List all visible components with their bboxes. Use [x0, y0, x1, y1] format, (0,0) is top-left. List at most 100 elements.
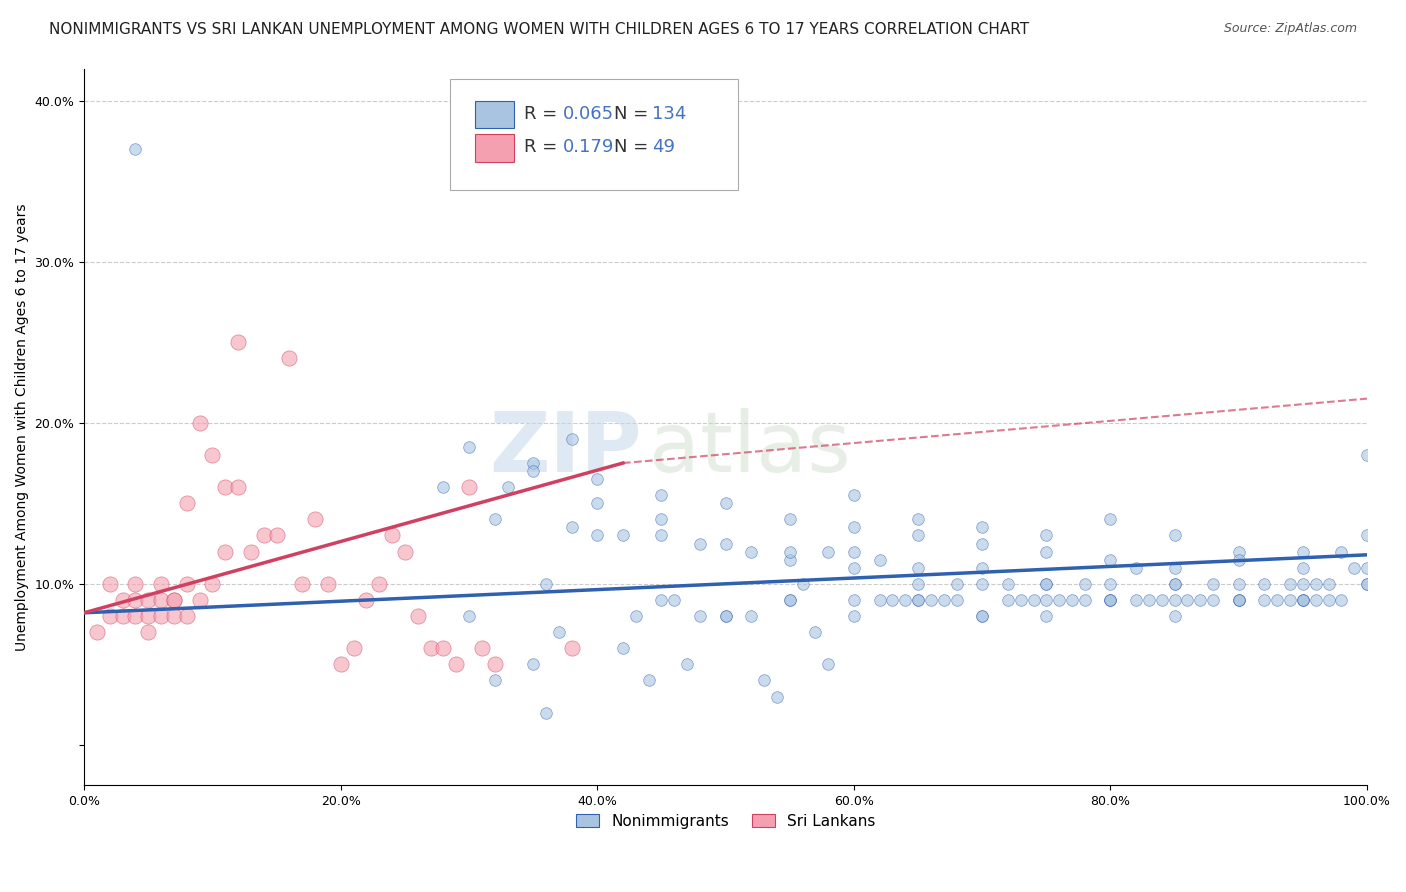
Point: [612, 641, 634, 656]
FancyBboxPatch shape: [450, 79, 738, 190]
Point: [1330, 544, 1353, 558]
Point: [1227, 593, 1250, 607]
Point: [650, 488, 672, 502]
Point: [136, 625, 159, 640]
Text: N =: N =: [614, 138, 648, 156]
Point: [226, 480, 249, 494]
Point: [1035, 593, 1057, 607]
Point: [907, 593, 929, 607]
Point: [534, 576, 557, 591]
Text: R =: R =: [524, 138, 557, 156]
Point: [637, 673, 659, 688]
Point: [188, 593, 211, 607]
Point: [432, 641, 454, 656]
Point: [547, 625, 569, 640]
Point: [86, 625, 108, 640]
Point: [150, 576, 173, 591]
Point: [176, 576, 198, 591]
Point: [792, 576, 814, 591]
Point: [98, 609, 121, 624]
Point: [124, 593, 146, 607]
Point: [329, 657, 352, 672]
Point: [779, 552, 801, 566]
Point: [342, 641, 364, 656]
Point: [1137, 593, 1160, 607]
Point: [1227, 552, 1250, 566]
Point: [1355, 448, 1378, 462]
Point: [484, 673, 506, 688]
Point: [522, 657, 544, 672]
Point: [586, 528, 609, 542]
Point: [561, 520, 583, 534]
Point: [1163, 560, 1185, 574]
Point: [1010, 593, 1032, 607]
Point: [1150, 593, 1173, 607]
Point: [907, 512, 929, 526]
Point: [1330, 593, 1353, 607]
Point: [163, 609, 186, 624]
Point: [676, 657, 699, 672]
Text: 134: 134: [652, 104, 688, 123]
Point: [1035, 576, 1057, 591]
Point: [1060, 593, 1083, 607]
Point: [714, 536, 737, 550]
Point: [972, 609, 994, 624]
Text: atlas: atlas: [648, 408, 851, 489]
Point: [419, 641, 441, 656]
Point: [1074, 576, 1097, 591]
Point: [266, 528, 288, 542]
Point: [522, 456, 544, 470]
Point: [907, 528, 929, 542]
Point: [920, 593, 942, 607]
Point: [766, 690, 789, 704]
Point: [1163, 576, 1185, 591]
Point: [972, 609, 994, 624]
Point: [1035, 609, 1057, 624]
Point: [1125, 593, 1147, 607]
Point: [458, 440, 481, 454]
Point: [1074, 593, 1097, 607]
Point: [1022, 593, 1045, 607]
Point: [1305, 593, 1327, 607]
Point: [1305, 576, 1327, 591]
Point: [214, 544, 236, 558]
Point: [111, 593, 134, 607]
Point: [1202, 576, 1225, 591]
Point: [894, 593, 917, 607]
Point: [534, 706, 557, 720]
Point: [1355, 528, 1378, 542]
Point: [1035, 528, 1057, 542]
Point: [1355, 560, 1378, 574]
Point: [188, 416, 211, 430]
Point: [842, 544, 865, 558]
Point: [1099, 576, 1122, 591]
Point: [1355, 576, 1378, 591]
Point: [176, 496, 198, 510]
Point: [278, 351, 301, 366]
Point: [817, 657, 839, 672]
FancyBboxPatch shape: [475, 101, 515, 128]
Point: [1035, 576, 1057, 591]
Point: [842, 560, 865, 574]
Point: [779, 593, 801, 607]
Point: [124, 576, 146, 591]
Point: [444, 657, 467, 672]
Point: [201, 576, 224, 591]
Legend: Nonimmigrants, Sri Lankans: Nonimmigrants, Sri Lankans: [569, 807, 882, 835]
Point: [124, 142, 146, 156]
Point: [779, 512, 801, 526]
Point: [1099, 593, 1122, 607]
Point: [779, 544, 801, 558]
Text: Source: ZipAtlas.com: Source: ZipAtlas.com: [1223, 22, 1357, 36]
Point: [972, 560, 994, 574]
Point: [484, 512, 506, 526]
Point: [689, 536, 711, 550]
Point: [650, 528, 672, 542]
Point: [1292, 576, 1315, 591]
Point: [612, 528, 634, 542]
Point: [1099, 593, 1122, 607]
Point: [740, 609, 762, 624]
Point: [561, 432, 583, 446]
Text: 49: 49: [652, 138, 675, 156]
Point: [239, 544, 262, 558]
